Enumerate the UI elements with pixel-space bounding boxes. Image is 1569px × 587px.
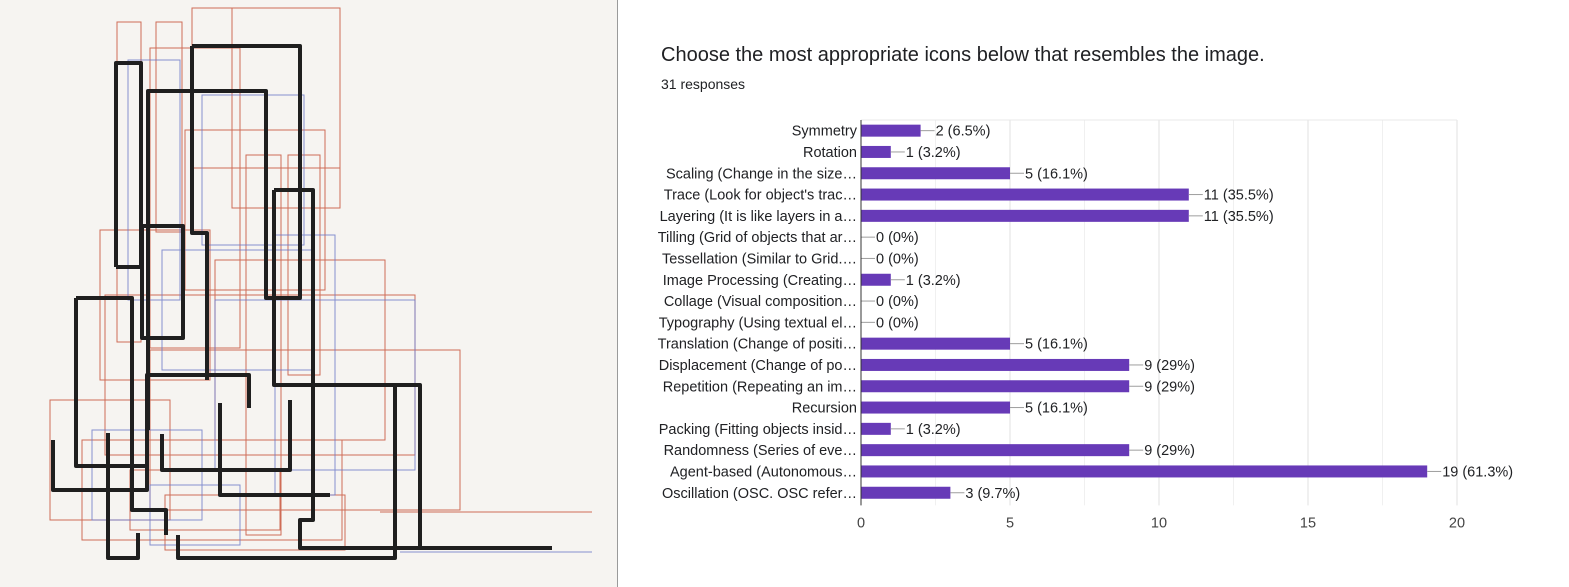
category-label: Layering (It is like layers in a… [660, 209, 857, 225]
artwork-image [0, 0, 618, 587]
category-label: Oscillation (OSC. OSC refer… [662, 486, 857, 502]
bar [861, 401, 1010, 414]
category-label: Typography (Using textual el… [659, 315, 857, 331]
category-label: Image Processing (Creating… [663, 273, 857, 289]
bar [861, 486, 951, 499]
category-label: Scaling (Change in the size… [666, 166, 857, 182]
data-label: 9 (29%) [1144, 443, 1195, 459]
category-label: Symmetry [792, 124, 858, 140]
category-label: Trace (Look for object's trac… [664, 188, 857, 204]
bar [861, 444, 1130, 457]
data-label: 0 (0%) [876, 251, 919, 267]
data-label: 0 (0%) [876, 230, 919, 246]
data-label: 5 (16.1%) [1025, 401, 1088, 417]
x-tick-label: 15 [1300, 515, 1316, 531]
category-label: Collage (Visual composition… [664, 294, 857, 310]
response-count: 31 responses [661, 76, 746, 92]
x-tick-label: 20 [1449, 515, 1465, 531]
data-label: 19 (61.3%) [1442, 464, 1513, 480]
bar [861, 422, 891, 435]
x-tick-label: 10 [1151, 515, 1167, 531]
bar [861, 167, 1010, 180]
bar [861, 465, 1428, 478]
bar [861, 209, 1189, 222]
bar-chart: Symmetry 2 (6.5%) Rotation 1 (3.2%) Scaling … [658, 119, 1513, 531]
bar [861, 273, 891, 286]
category-label: Recursion [792, 401, 857, 417]
data-label: 2 (6.5%) [936, 124, 991, 140]
category-label: Agent-based (Autonomous… [670, 464, 857, 480]
data-label: 1 (3.2%) [906, 273, 961, 289]
category-label: Tessellation (Similar to Grid.… [662, 251, 857, 267]
x-tick-label: 0 [857, 515, 865, 531]
category-label: Randomness (Series of eve… [664, 443, 857, 459]
bar [861, 188, 1189, 201]
category-label: Tilling (Grid of objects that ar… [658, 230, 857, 246]
category-label: Packing (Fitting objects insid… [659, 422, 857, 438]
bar [861, 358, 1130, 371]
category-label: Repetition (Repeating an im… [663, 379, 857, 395]
data-label: 1 (3.2%) [906, 145, 961, 161]
question-title: Choose the most appropriate icons below … [661, 44, 1265, 66]
data-label: 3 (9.7%) [965, 486, 1020, 502]
data-label: 5 (16.1%) [1025, 337, 1088, 353]
bar [861, 145, 891, 158]
survey-results-panel: Choose the most appropriate icons below … [619, 0, 1569, 587]
data-label: 1 (3.2%) [906, 422, 961, 438]
data-label: 0 (0%) [876, 315, 919, 331]
data-label: 11 (35.5%) [1204, 209, 1274, 225]
data-label: 0 (0%) [876, 294, 919, 310]
data-label: 9 (29%) [1144, 379, 1195, 395]
data-label: 9 (29%) [1144, 358, 1195, 374]
bar [861, 124, 921, 137]
bar [861, 337, 1010, 350]
data-label: 11 (35.5%) [1204, 188, 1274, 204]
data-label: 5 (16.1%) [1025, 166, 1088, 182]
category-label: Translation (Change of positi… [658, 337, 857, 353]
x-tick-label: 5 [1006, 515, 1014, 531]
bar [861, 380, 1130, 393]
artwork-drawing [49, 7, 592, 560]
category-label: Displacement (Change of po… [659, 358, 857, 374]
category-label: Rotation [803, 145, 857, 161]
